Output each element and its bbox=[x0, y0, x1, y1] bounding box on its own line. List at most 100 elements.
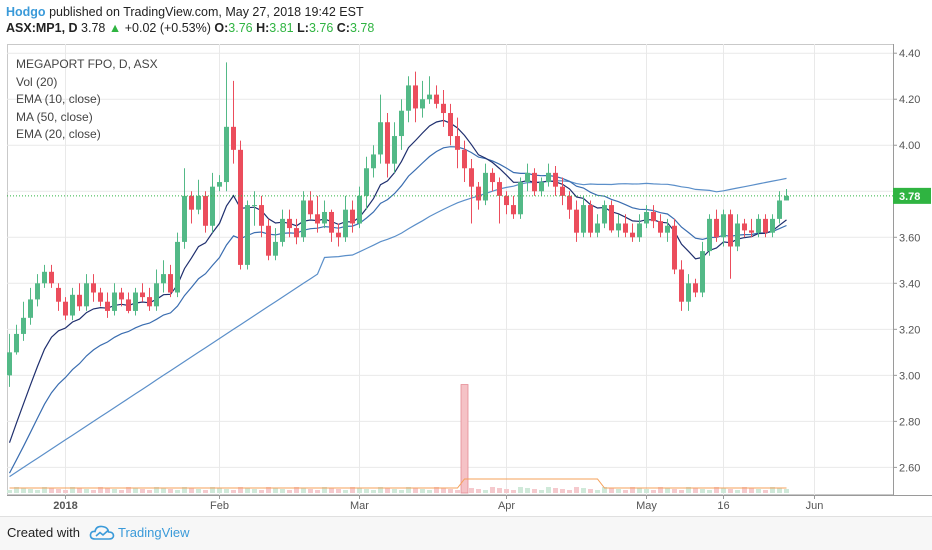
candle-up bbox=[175, 241, 180, 293]
volume-bar bbox=[686, 487, 691, 493]
legend-volume[interactable]: Vol (20) bbox=[16, 74, 58, 89]
candle-up bbox=[525, 172, 530, 183]
volume-bar bbox=[322, 487, 327, 493]
y-tick-label: 4.20 bbox=[899, 94, 920, 106]
candle-down bbox=[308, 200, 313, 215]
tradingview-brand-link[interactable]: TradingView bbox=[118, 525, 190, 540]
candle-up bbox=[371, 154, 376, 169]
volume-bar bbox=[14, 487, 19, 493]
candle-down bbox=[728, 214, 733, 247]
candle-down bbox=[574, 209, 579, 233]
candle-up bbox=[735, 223, 740, 247]
candle-down bbox=[567, 195, 572, 210]
candle-down bbox=[448, 113, 453, 137]
candle-down bbox=[553, 172, 558, 187]
volume-bar bbox=[154, 487, 159, 493]
candle-up bbox=[70, 294, 75, 316]
volume-bar bbox=[658, 487, 663, 493]
candle-down bbox=[287, 218, 292, 229]
volume-bar bbox=[644, 489, 649, 493]
volume-bar bbox=[504, 489, 509, 493]
tradingview-cloud-icon[interactable] bbox=[89, 524, 115, 547]
volume-bar bbox=[266, 487, 271, 493]
y-tick-label: 3.00 bbox=[899, 370, 920, 382]
volume-bar bbox=[63, 490, 68, 493]
volume-bar bbox=[259, 490, 264, 493]
candle-up bbox=[210, 186, 215, 226]
volume-bar bbox=[175, 490, 180, 493]
volume-bar bbox=[525, 488, 530, 493]
candle-up bbox=[770, 218, 775, 233]
volume-bar bbox=[714, 487, 719, 493]
volume-bar bbox=[161, 488, 166, 493]
legend-ema10[interactable]: EMA (10, close) bbox=[16, 92, 101, 106]
x-tick-label: Jun bbox=[806, 500, 824, 512]
candle-up bbox=[14, 333, 19, 353]
volume-bar bbox=[294, 487, 299, 493]
volume-bar bbox=[770, 487, 775, 493]
candle-up bbox=[357, 195, 362, 224]
candle-up bbox=[252, 205, 257, 207]
symbol-label: ASX:MP1, D bbox=[6, 21, 78, 35]
volume-bar bbox=[707, 490, 712, 493]
candle-up bbox=[539, 182, 544, 192]
volume-spike-bar bbox=[460, 384, 469, 494]
legend-ma50[interactable]: MA (50, close) bbox=[16, 109, 93, 124]
candle-up bbox=[35, 283, 40, 300]
y-tick-label: 4.40 bbox=[899, 48, 920, 60]
candle-down bbox=[504, 195, 509, 206]
candle-up bbox=[217, 182, 222, 187]
volume-bar bbox=[91, 490, 96, 493]
volume-bar bbox=[210, 487, 215, 493]
volume-bar bbox=[518, 487, 523, 493]
candle-down bbox=[336, 232, 341, 238]
volume-bar bbox=[560, 489, 565, 493]
volume-bar bbox=[420, 489, 425, 493]
volume-bar bbox=[476, 489, 481, 493]
volume-bar bbox=[756, 489, 761, 493]
volume-bar bbox=[497, 488, 502, 493]
candle-down bbox=[651, 211, 656, 222]
candle-up bbox=[133, 292, 138, 311]
candle-down bbox=[91, 283, 96, 293]
author-name[interactable]: Hodgo bbox=[6, 5, 46, 19]
volume-bar bbox=[392, 489, 397, 493]
candle-up bbox=[616, 223, 621, 231]
volume-bar bbox=[553, 488, 558, 493]
candle-down bbox=[490, 172, 495, 183]
volume-bar bbox=[203, 490, 208, 493]
volume-bar bbox=[490, 487, 495, 493]
volume-bar bbox=[427, 490, 432, 493]
legend-title: MEGAPORT FPO, D, ASX bbox=[16, 57, 158, 71]
volume-bar bbox=[364, 489, 369, 493]
candle-up bbox=[406, 85, 411, 111]
price-axis[interactable] bbox=[893, 44, 932, 495]
volume-bar bbox=[539, 490, 544, 493]
candle-down bbox=[462, 149, 467, 169]
candle-down bbox=[189, 195, 194, 210]
up-arrow-icon: ▲ bbox=[108, 21, 122, 35]
volume-bar bbox=[483, 490, 488, 493]
volume-bar bbox=[581, 488, 586, 493]
candle-up bbox=[112, 292, 117, 311]
volume-bar bbox=[70, 487, 75, 493]
legend-ema20[interactable]: EMA (20, close) bbox=[16, 127, 101, 141]
candle-down bbox=[294, 228, 299, 238]
ema10-line bbox=[8, 119, 787, 443]
chart-pane[interactable] bbox=[7, 44, 893, 495]
volume-bar bbox=[679, 490, 684, 493]
candle-up bbox=[378, 122, 383, 155]
candle-up bbox=[427, 94, 432, 100]
candle-up bbox=[581, 205, 586, 233]
candle-up bbox=[483, 172, 488, 201]
high-value: 3.81 bbox=[269, 21, 294, 35]
candle-down bbox=[609, 205, 614, 231]
candle-down bbox=[672, 225, 677, 270]
time-axis[interactable] bbox=[7, 495, 932, 515]
candle-down bbox=[742, 223, 747, 231]
candle-down bbox=[413, 85, 418, 109]
candle-up bbox=[707, 218, 712, 252]
candle-up bbox=[154, 283, 159, 307]
volume-bar bbox=[588, 489, 593, 493]
chart-canvas[interactable]: 4.404.204.003.803.603.403.203.002.802.60… bbox=[0, 0, 932, 516]
